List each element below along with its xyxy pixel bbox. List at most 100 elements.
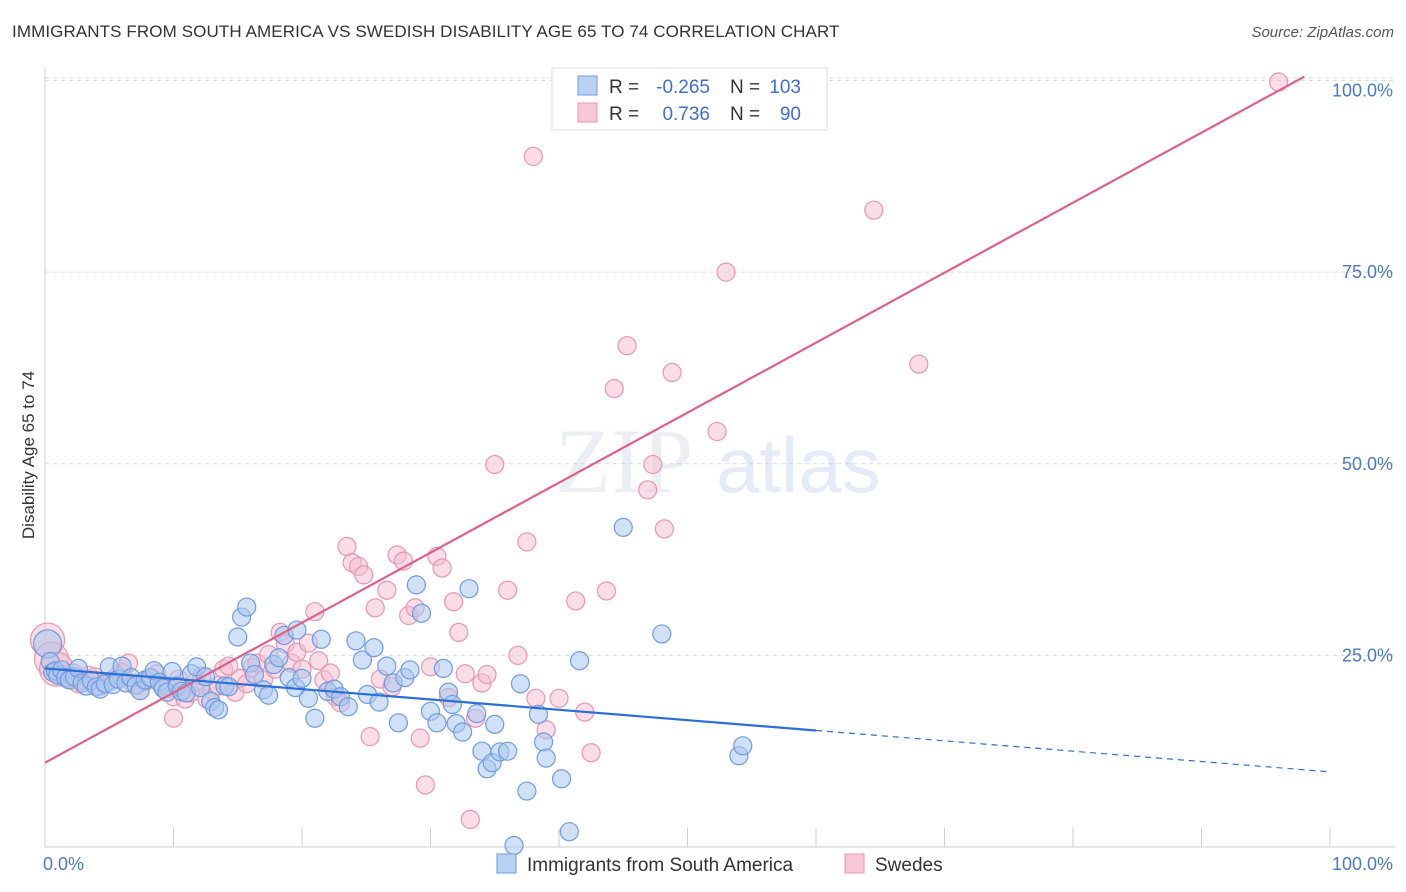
point-immigrants	[733, 736, 753, 756]
y-axis-label: Disability Age 65 to 74	[19, 371, 38, 539]
grid-lines	[45, 77, 1395, 656]
legend-n-value-2: 90	[780, 104, 801, 125]
bottom-legend-swatch-blue	[496, 853, 517, 874]
point-swedes	[909, 354, 929, 374]
legend-swatch-pink	[577, 102, 598, 123]
point-swedes	[643, 454, 663, 475]
point-swedes	[354, 565, 374, 585]
series-immigrants-points	[32, 517, 753, 856]
point-swedes	[219, 656, 239, 676]
legend-r-value-1: -0.265	[656, 77, 710, 98]
bottom-legend-label-2: Swedes	[875, 855, 943, 876]
chart-title: IMMIGRANTS FROM SOUTH AMERICA VS SWEDISH…	[12, 22, 840, 41]
point-immigrants	[613, 517, 633, 537]
point-immigrants	[364, 638, 384, 658]
point-swedes	[523, 146, 543, 166]
trend-lines	[44, 75, 1331, 773]
x-axis-ticks	[44, 828, 1331, 847]
point-swedes	[498, 580, 518, 600]
watermark-atlas: atlas	[716, 421, 881, 509]
point-immigrants	[536, 748, 556, 768]
point-immigrants	[258, 685, 279, 705]
y-tick-label-100: 100.0%	[1332, 81, 1393, 101]
point-immigrants	[504, 835, 524, 856]
point-swedes	[163, 708, 184, 728]
legend-r-value-2: 0.736	[662, 104, 710, 125]
source-credit: Source: ZipAtlas.com	[1251, 24, 1394, 41]
y-tick-labels: 25.0% 50.0% 75.0% 100.0%	[1332, 81, 1393, 666]
correlation-legend: R = -0.265 N = 103 R = 0.736 N = 90	[551, 67, 828, 131]
point-immigrants	[219, 677, 239, 697]
point-swedes	[449, 622, 469, 642]
point-immigrants	[305, 708, 325, 728]
point-immigrants	[400, 660, 420, 680]
y-tick-label-50: 50.0%	[1342, 454, 1393, 474]
point-immigrants	[528, 704, 549, 724]
point-immigrants	[237, 597, 257, 617]
point-swedes	[477, 664, 497, 685]
point-immigrants	[388, 713, 408, 733]
point-swedes	[432, 558, 452, 578]
point-immigrants	[551, 769, 572, 789]
point-swedes	[566, 591, 586, 611]
bottom-legend: Immigrants from South America Swedes	[496, 853, 943, 876]
point-immigrants	[459, 579, 479, 599]
bottom-legend-swatch-pink	[844, 853, 865, 874]
point-swedes	[444, 592, 464, 612]
point-swedes	[864, 200, 884, 220]
trend-line-immigrants	[44, 667, 817, 732]
point-swedes	[617, 336, 637, 356]
point-swedes	[337, 536, 357, 557]
point-immigrants	[467, 704, 487, 724]
point-swedes	[508, 645, 528, 665]
point-immigrants	[311, 629, 331, 649]
point-swedes	[377, 580, 397, 600]
legend-n-label-2: N =	[730, 104, 760, 125]
point-swedes	[410, 728, 430, 748]
point-swedes	[638, 480, 658, 500]
point-immigrants	[559, 822, 579, 842]
bottom-legend-label-1: Immigrants from South America	[527, 855, 794, 876]
point-immigrants	[244, 664, 265, 685]
point-immigrants	[485, 714, 505, 734]
point-swedes	[517, 532, 537, 552]
point-swedes	[604, 379, 624, 399]
point-immigrants	[352, 650, 372, 670]
point-immigrants	[298, 688, 319, 708]
point-immigrants	[228, 627, 248, 647]
point-swedes	[365, 598, 385, 618]
point-swedes	[662, 362, 682, 383]
point-swedes	[707, 421, 727, 442]
legend-r-label-1: R =	[609, 77, 639, 98]
point-swedes	[415, 775, 435, 795]
watermark-zip: ZIP	[555, 410, 693, 512]
point-immigrants	[369, 692, 389, 712]
point-immigrants	[411, 603, 432, 623]
x-tick-label-max: 100.0%	[1332, 854, 1393, 874]
point-immigrants	[406, 575, 426, 595]
legend-r-label-2: R =	[609, 104, 639, 125]
x-tick-label-min: 0.0%	[43, 854, 84, 874]
point-swedes	[526, 688, 546, 708]
point-swedes	[309, 651, 329, 671]
point-swedes	[596, 581, 617, 601]
point-immigrants	[569, 651, 590, 671]
trend-line-immigrants-extrapolated	[815, 729, 1331, 773]
point-swedes	[716, 262, 736, 282]
point-swedes	[654, 519, 674, 539]
y-tick-label-75: 75.0%	[1342, 262, 1393, 282]
point-immigrants	[652, 624, 672, 644]
point-immigrants	[338, 697, 358, 717]
y-tick-label-25: 25.0%	[1342, 645, 1393, 665]
point-swedes	[360, 727, 380, 747]
trend-line-swedes	[44, 75, 1305, 764]
point-swedes	[485, 454, 505, 475]
point-swedes	[320, 663, 340, 683]
point-immigrants	[453, 722, 473, 742]
point-immigrants	[510, 674, 531, 694]
point-immigrants	[517, 781, 537, 801]
point-swedes	[460, 809, 480, 830]
point-immigrants	[377, 656, 397, 676]
watermark: ZIP atlas	[555, 410, 881, 512]
